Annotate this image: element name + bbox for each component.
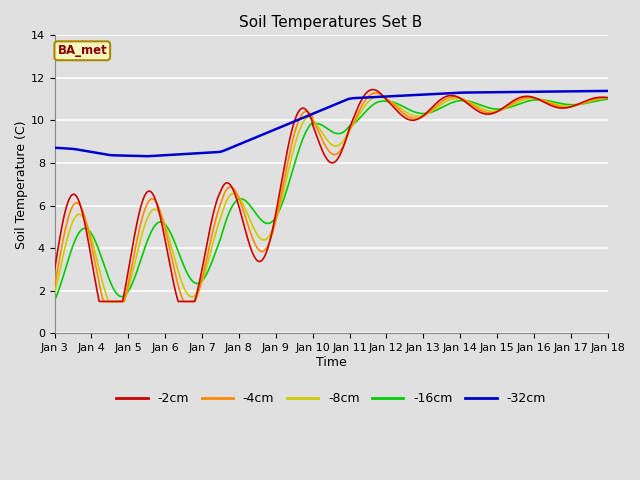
Text: BA_met: BA_met: [58, 44, 107, 57]
Legend: -2cm, -4cm, -8cm, -16cm, -32cm: -2cm, -4cm, -8cm, -16cm, -32cm: [111, 387, 551, 410]
Title: Soil Temperatures Set B: Soil Temperatures Set B: [239, 15, 422, 30]
X-axis label: Time: Time: [316, 356, 346, 369]
Y-axis label: Soil Temperature (C): Soil Temperature (C): [15, 120, 28, 249]
